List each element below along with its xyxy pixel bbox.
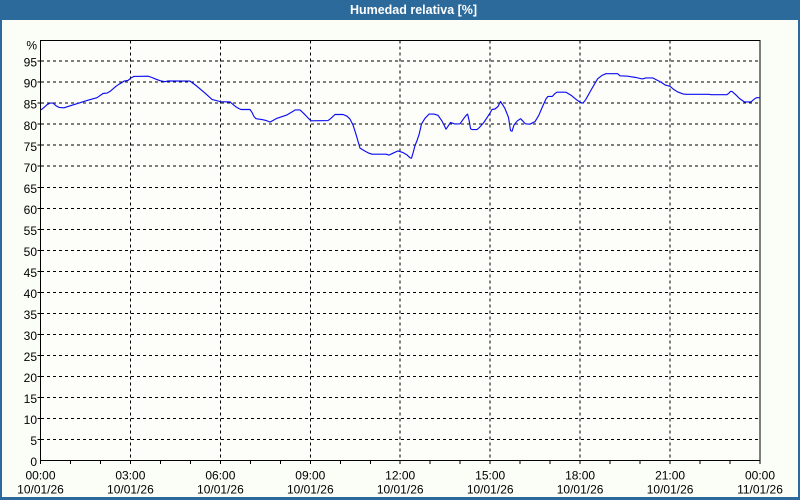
- svg-text:55: 55: [24, 224, 38, 238]
- svg-text:00:00: 00:00: [745, 469, 775, 483]
- svg-text:80: 80: [24, 119, 38, 133]
- svg-text:75: 75: [24, 140, 38, 154]
- svg-text:60: 60: [24, 203, 38, 217]
- svg-text:15: 15: [24, 392, 38, 406]
- svg-text:90: 90: [24, 77, 38, 91]
- svg-text:70: 70: [24, 161, 38, 175]
- svg-text:5: 5: [30, 434, 37, 448]
- svg-text:0: 0: [30, 455, 37, 469]
- svg-text:10/01/26: 10/01/26: [287, 483, 334, 497]
- svg-text:09:00: 09:00: [295, 469, 325, 483]
- svg-text:10/01/26: 10/01/26: [557, 483, 604, 497]
- svg-text:30: 30: [24, 329, 38, 343]
- svg-text:11/01/26: 11/01/26: [737, 483, 783, 497]
- svg-text:10/01/26: 10/01/26: [467, 483, 514, 497]
- svg-text:03:00: 03:00: [115, 469, 145, 483]
- svg-text:10/01/26: 10/01/26: [197, 483, 244, 497]
- svg-text:18:00: 18:00: [565, 469, 595, 483]
- svg-text:15:00: 15:00: [475, 469, 505, 483]
- svg-text:10/01/26: 10/01/26: [377, 483, 424, 497]
- svg-text:25: 25: [24, 350, 38, 364]
- svg-text:95: 95: [24, 56, 38, 70]
- svg-text:%: %: [26, 39, 37, 53]
- svg-text:85: 85: [24, 98, 38, 112]
- svg-text:10: 10: [24, 413, 38, 427]
- svg-text:Humedad relativa [%]: Humedad relativa [%]: [350, 3, 477, 17]
- svg-text:45: 45: [24, 266, 38, 280]
- svg-text:35: 35: [24, 308, 38, 322]
- svg-text:12:00: 12:00: [385, 469, 415, 483]
- svg-text:21:00: 21:00: [655, 469, 685, 483]
- svg-text:10/01/26: 10/01/26: [17, 483, 64, 497]
- svg-text:10/01/26: 10/01/26: [647, 483, 694, 497]
- svg-text:10/01/26: 10/01/26: [107, 483, 154, 497]
- svg-text:65: 65: [24, 182, 38, 196]
- svg-text:50: 50: [24, 245, 38, 259]
- svg-text:20: 20: [24, 371, 38, 385]
- svg-text:40: 40: [24, 287, 38, 301]
- svg-text:06:00: 06:00: [205, 469, 235, 483]
- svg-text:00:00: 00:00: [25, 469, 55, 483]
